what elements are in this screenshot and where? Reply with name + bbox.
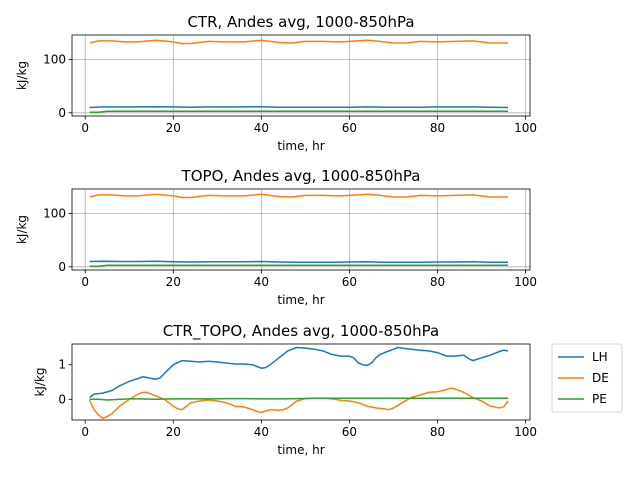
x-axis-label: time, hr — [277, 293, 324, 307]
series-line-pe — [89, 110, 508, 114]
series-line-de — [88, 387, 509, 420]
legend-label-lh: LH — [592, 350, 608, 364]
x-tick-label: 80 — [430, 121, 445, 135]
x-tick-label: 20 — [166, 275, 181, 289]
x-axis-label: time, hr — [277, 443, 324, 457]
x-tick-label: 20 — [166, 121, 181, 135]
legend-label-pe: PE — [592, 392, 607, 406]
y-axis-label: kJ/kg — [33, 367, 47, 396]
chart-panel-2: 0 20 40 60 80 100 0 100 TOPO, Andes avg, 1000-85… — [15, 167, 537, 307]
chart-title: CTR, Andes avg, 1000-850hPa — [187, 13, 414, 31]
y-tick-label: 1 — [58, 358, 66, 372]
x-tick-label: 80 — [430, 425, 445, 439]
series-line-lh — [89, 346, 509, 399]
chart-title: TOPO, Andes avg, 1000-850hPa — [181, 167, 421, 185]
legend: LH DE PE — [551, 343, 623, 413]
axes-frame — [71, 188, 531, 271]
y-axis-label: kJ/kg — [15, 215, 29, 244]
y-axis-label: kJ/kg — [15, 61, 29, 90]
chart-title: CTR_TOPO, Andes avg, 1000-850hPa — [163, 322, 439, 341]
series-line-pe — [89, 264, 508, 268]
y-tick-label: 100 — [43, 53, 66, 67]
legend-box — [551, 343, 623, 413]
x-tick-label: 100 — [514, 121, 537, 135]
series-line-lh — [89, 260, 508, 264]
x-tick-label: 60 — [342, 121, 357, 135]
x-tick-label: 0 — [81, 275, 89, 289]
x-tick-label: 40 — [254, 121, 269, 135]
chart-panel-3: 0 20 40 60 80 100 0 1 CTR_TOPO, Andes avg, 1000-… — [33, 322, 623, 457]
x-tick-label: 0 — [81, 425, 89, 439]
series-line-pe — [89, 397, 508, 401]
series-line-de — [89, 193, 508, 199]
x-tick-label: 60 — [342, 425, 357, 439]
y-tick-label: 0 — [58, 106, 66, 120]
series-line-lh — [89, 105, 509, 109]
x-tick-label: 0 — [81, 121, 89, 135]
chart-panel-1: 0 20 40 60 80 100 0 100 CTR, Andes avg, 1000-850… — [15, 13, 537, 153]
legend-label-de: DE — [592, 371, 609, 385]
y-tick-label: 100 — [43, 207, 66, 221]
x-tick-label: 60 — [342, 275, 357, 289]
y-tick-label: 0 — [58, 260, 66, 274]
x-tick-label: 80 — [430, 275, 445, 289]
series-line-de — [89, 39, 508, 45]
axes-frame — [71, 34, 531, 117]
x-axis-label: time, hr — [277, 139, 324, 153]
x-tick-label: 100 — [514, 425, 537, 439]
axes-frame — [71, 343, 531, 421]
x-tick-label: 40 — [254, 275, 269, 289]
y-tick-label: 0 — [58, 392, 66, 406]
x-tick-label: 20 — [166, 425, 181, 439]
x-tick-label: 100 — [514, 275, 537, 289]
x-tick-label: 40 — [254, 425, 269, 439]
